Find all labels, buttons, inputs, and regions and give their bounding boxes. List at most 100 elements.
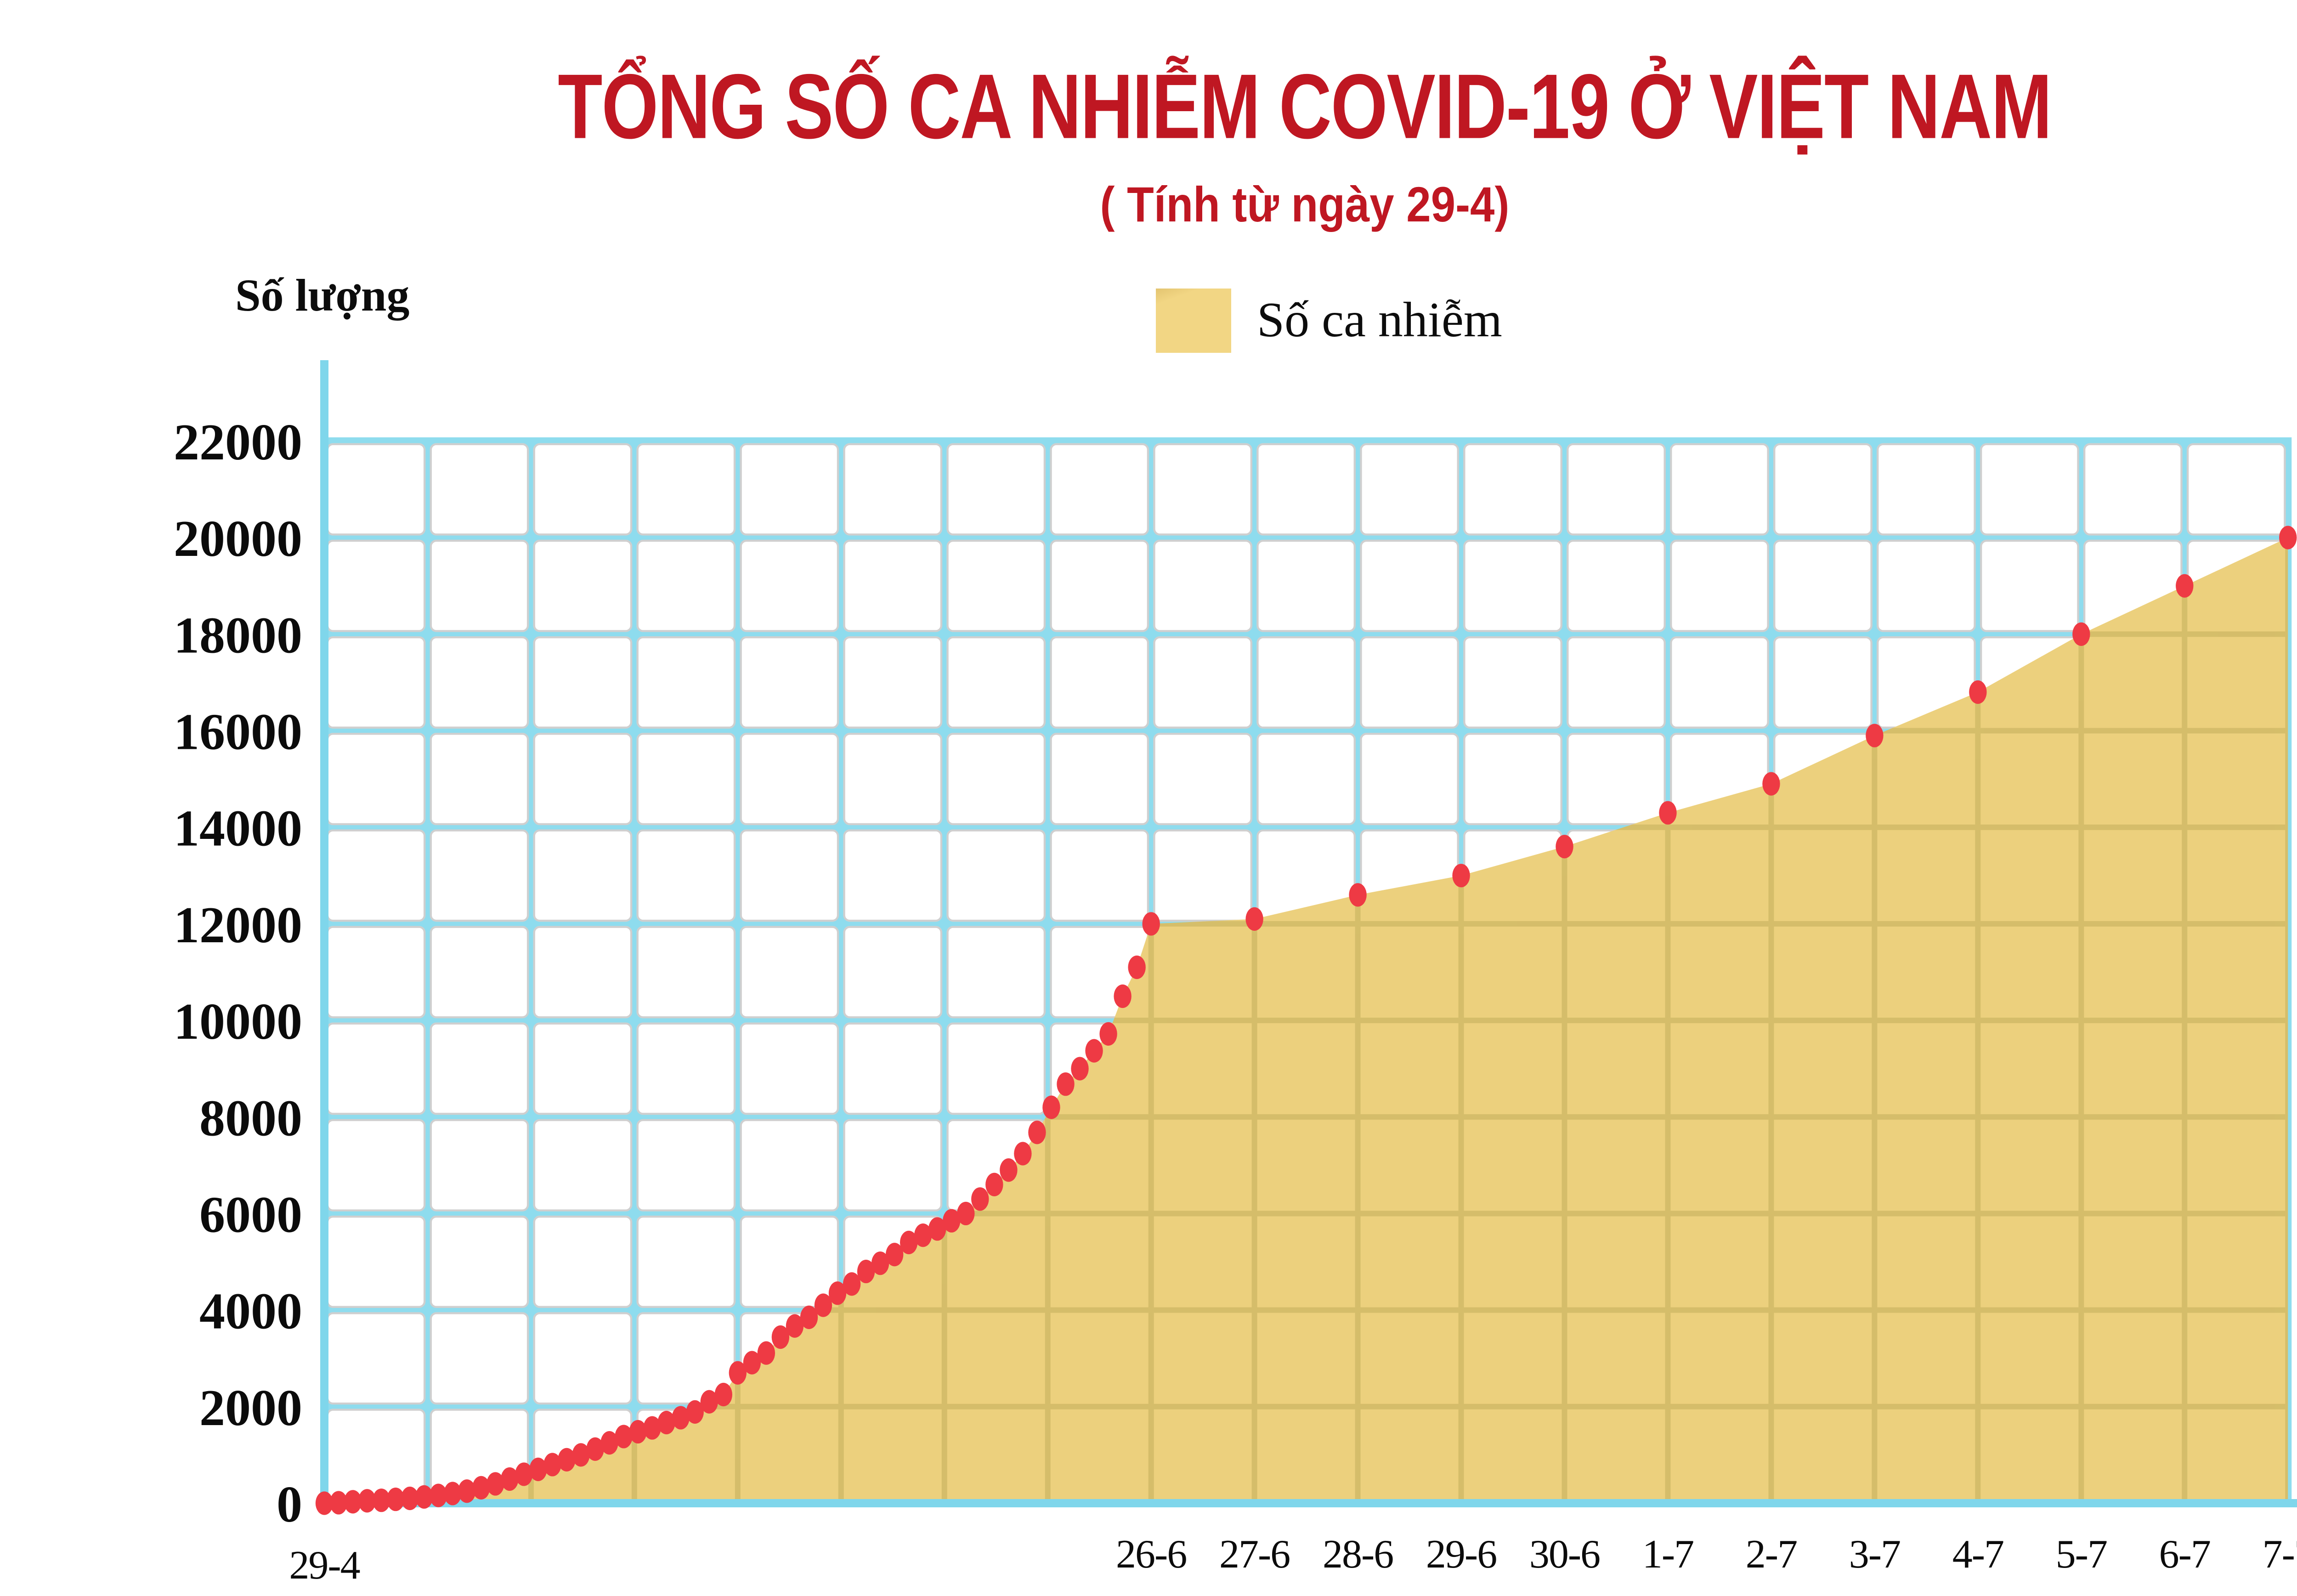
data-point (2279, 526, 2297, 549)
data-point (743, 1351, 761, 1375)
y-tick-label: 14000 (174, 800, 302, 857)
data-point (543, 1453, 561, 1477)
data-point (1014, 1142, 1032, 1166)
data-point (315, 1491, 334, 1515)
data-point (700, 1390, 719, 1414)
y-tick-label: 2000 (199, 1380, 302, 1437)
legend-label: Số ca nhiễm (1257, 292, 1502, 347)
y-axis-title: Số lượng (235, 272, 410, 322)
data-point (1142, 912, 1160, 936)
page-title: TỔNG SỐ CA NHIỄM COVID-19 Ở VIỆT NAM (558, 55, 2053, 158)
data-point (957, 1201, 975, 1226)
x-tick-label: 29-4 (289, 1543, 360, 1588)
data-point (686, 1400, 704, 1424)
data-point (1128, 955, 1146, 979)
data-point (1762, 772, 1780, 796)
data-point (757, 1341, 775, 1365)
legend: Số ca nhiễm (1156, 289, 1502, 353)
data-point (472, 1476, 490, 1500)
data-point (501, 1467, 519, 1491)
data-point (600, 1431, 618, 1455)
data-point (515, 1462, 533, 1486)
x-tick-label: 29-6 (1426, 1532, 1496, 1577)
data-point (2072, 622, 2090, 646)
data-point (828, 1281, 847, 1305)
legend-swatch (1156, 289, 1231, 353)
y-tick-label: 20000 (174, 510, 302, 567)
data-point (1057, 1072, 1075, 1096)
data-point (372, 1488, 390, 1512)
data-point (857, 1259, 875, 1284)
page-subtitle: ( Tính từ ngày 29-4) (1100, 178, 1510, 234)
data-point (885, 1243, 904, 1267)
data-point (1099, 1022, 1117, 1046)
y-tick-label: 10000 (174, 993, 302, 1050)
data-point (1659, 801, 1677, 825)
data-point (529, 1457, 547, 1481)
data-point (943, 1209, 961, 1233)
x-tick-label: 1-7 (1642, 1532, 1693, 1577)
x-tick-label: 4-7 (1952, 1532, 2003, 1577)
data-point (1028, 1121, 1046, 1144)
data-point (586, 1437, 604, 1461)
x-tick-label: 5-7 (2056, 1532, 2107, 1577)
x-tick-label: 27-6 (1219, 1532, 1290, 1577)
data-points (315, 526, 2297, 1515)
data-point (358, 1489, 376, 1513)
data-point (928, 1217, 946, 1241)
data-point (814, 1293, 832, 1317)
data-point (900, 1230, 918, 1255)
y-tick-label: 0 (277, 1476, 302, 1533)
y-tick-label: 6000 (199, 1186, 302, 1243)
data-point (800, 1305, 818, 1329)
data-point (344, 1490, 362, 1514)
subheader: ( Tính từ ngày 29-4) (0, 178, 2297, 234)
data-point (2176, 574, 2194, 598)
data-point (1071, 1057, 1089, 1081)
data-point (843, 1272, 861, 1296)
data-point (871, 1251, 889, 1275)
x-tick-label: 30-6 (1529, 1532, 1600, 1577)
data-point (672, 1406, 690, 1430)
data-point (487, 1472, 504, 1496)
data-point (572, 1443, 590, 1467)
y-tick-label: 8000 (199, 1090, 302, 1147)
data-point (329, 1491, 348, 1515)
data-point (914, 1223, 932, 1247)
data-point (1556, 835, 1573, 859)
data-point (415, 1485, 433, 1509)
y-tick-label: 12000 (174, 897, 302, 954)
data-point (714, 1382, 733, 1407)
y-tick-label: 16000 (174, 704, 302, 761)
y-tick-label: 4000 (199, 1283, 302, 1340)
y-tick-label: 22000 (174, 414, 302, 471)
data-point (458, 1479, 476, 1503)
data-point (971, 1187, 989, 1211)
data-point (643, 1416, 661, 1440)
x-tick-label: 26-6 (1116, 1532, 1186, 1577)
x-tick-label: 3-7 (1849, 1532, 1900, 1577)
data-point (444, 1482, 462, 1505)
data-point (1042, 1095, 1060, 1119)
data-point (1085, 1039, 1103, 1063)
data-point (771, 1325, 790, 1349)
data-point (558, 1448, 576, 1471)
x-tick-label: 7-7 (2263, 1532, 2297, 1577)
data-point (1866, 724, 1884, 747)
data-point (985, 1172, 1003, 1196)
data-point (1969, 680, 1987, 704)
data-point (401, 1486, 419, 1511)
data-point (729, 1361, 747, 1385)
x-tick-label: 2-7 (1746, 1532, 1797, 1577)
data-point (1349, 883, 1367, 907)
data-point (1452, 864, 1470, 888)
data-point (1114, 984, 1132, 1008)
data-point (657, 1410, 675, 1435)
x-tick-label: 28-6 (1323, 1532, 1393, 1577)
data-point (1000, 1158, 1018, 1182)
data-point (786, 1314, 804, 1338)
header: TỔNG SỐ CA NHIỄM COVID-19 Ở VIỆT NAM (0, 55, 2297, 158)
data-point (1245, 907, 1263, 931)
